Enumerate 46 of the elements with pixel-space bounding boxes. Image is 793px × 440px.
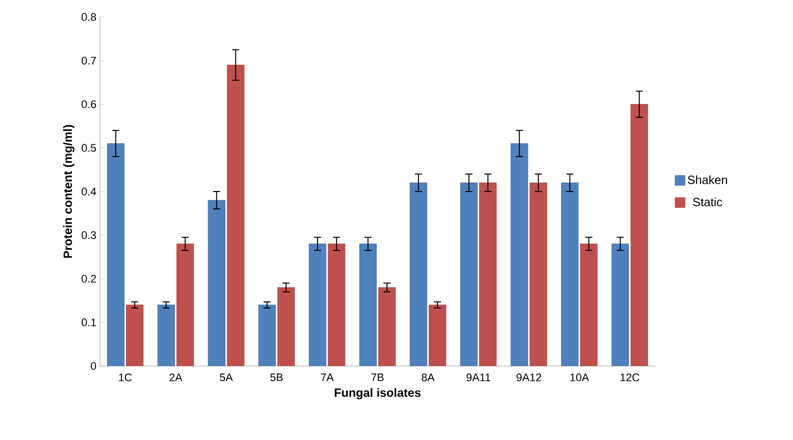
x-tick-label: 5A bbox=[220, 374, 233, 382]
bar bbox=[277, 287, 295, 366]
bar bbox=[126, 304, 144, 366]
y-tick-label: 0.7 bbox=[82, 56, 96, 65]
bar bbox=[510, 143, 528, 366]
x-tick-label: 9A12 bbox=[516, 374, 542, 382]
x-tick-label: 2A bbox=[170, 374, 182, 382]
bar bbox=[157, 304, 175, 366]
x-tick-label: 7A bbox=[320, 374, 334, 382]
y-tick-label: 0.2 bbox=[82, 274, 96, 283]
bar bbox=[359, 244, 377, 366]
y-tick-label: 0.4 bbox=[82, 188, 96, 196]
bar bbox=[107, 143, 124, 366]
y-tick-label: 0 bbox=[90, 362, 96, 370]
bar bbox=[226, 64, 244, 366]
x-tick-label: 5B bbox=[270, 374, 283, 382]
bar bbox=[208, 200, 226, 366]
legend-label: Shaken bbox=[688, 175, 728, 184]
x-tick-label: 7B bbox=[371, 374, 384, 382]
y-tick-label: 0.6 bbox=[82, 100, 96, 108]
bar bbox=[460, 182, 478, 366]
bar bbox=[580, 244, 598, 366]
bar bbox=[176, 244, 194, 366]
legend-label: Static bbox=[693, 198, 722, 206]
y-tick-label: 0.1 bbox=[82, 318, 96, 326]
x-tick-label: 10A bbox=[570, 374, 590, 382]
x-tick-label: 8A bbox=[422, 374, 435, 382]
bar bbox=[612, 244, 629, 366]
bar bbox=[378, 287, 396, 366]
bar bbox=[561, 182, 579, 366]
bar bbox=[630, 104, 648, 366]
x-axis-title: Fungal isolates bbox=[334, 388, 421, 400]
bar bbox=[258, 304, 276, 366]
y-tick-label: 0.5 bbox=[82, 144, 96, 152]
bar bbox=[428, 304, 446, 366]
x-tick-label: 9A11 bbox=[466, 374, 490, 382]
y-axis-title: Protein content (mg/ml) bbox=[63, 125, 74, 258]
y-tick-label: 0.8 bbox=[82, 13, 96, 21]
bar bbox=[410, 182, 428, 366]
x-tick-label: 1C bbox=[119, 374, 132, 382]
bar bbox=[308, 244, 326, 366]
y-tick-label: 0.3 bbox=[82, 231, 96, 240]
bar bbox=[530, 182, 548, 366]
bar bbox=[479, 182, 497, 366]
bar bbox=[328, 244, 346, 366]
x-tick-label: 12C bbox=[620, 374, 640, 382]
